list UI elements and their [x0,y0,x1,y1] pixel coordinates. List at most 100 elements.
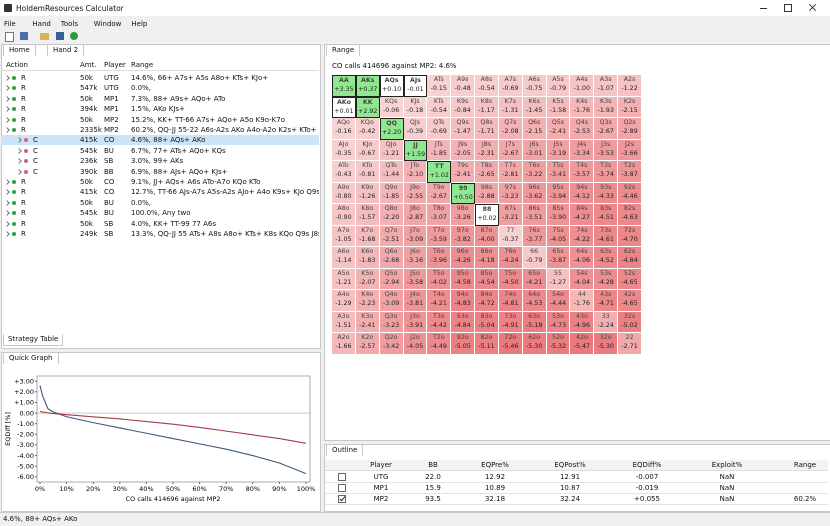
hand-cell[interactable]: KK +2.92 [355,96,380,119]
hand-cell[interactable]: T3s -3.74 [594,161,619,183]
hand-cell[interactable]: J4s -3.34 [570,139,595,162]
hand-cell[interactable]: Q4s -2.53 [570,118,595,140]
hand-cell[interactable]: K2o -2.57 [355,333,380,355]
hand-cell[interactable]: J2s -3.66 [618,139,642,162]
hand-cell[interactable]: KTs -0.54 [427,96,452,119]
hand-cell[interactable]: J5s -3.19 [546,139,571,162]
hand-cell[interactable]: 75o -4.50 [498,268,523,291]
hand-cell[interactable]: J6s -3.01 [522,139,547,162]
hand-cell[interactable]: 95s -3.94 [546,182,571,205]
expand-arrow[interactable] [16,168,22,175]
hand-cell[interactable]: 52s -4.65 [618,268,642,291]
window-controls[interactable] [760,2,820,13]
hand-cell[interactable]: 82s -4.63 [618,204,642,226]
hand-cell[interactable]: 74s -4.22 [570,225,595,248]
hand-cell[interactable]: A5s -0.79 [546,75,571,97]
expand-arrow[interactable] [4,127,10,133]
hand-cell[interactable]: 86s -3.51 [522,204,547,226]
hand-cell[interactable]: K4s -1.76 [570,96,595,119]
hand-cell[interactable]: 94s -4.12 [570,182,595,205]
hand-cell[interactable]: 43s -4.71 [594,290,619,312]
menu-item[interactable]: Window [93,20,122,28]
hand-cell[interactable]: 85o -4.54 [475,268,499,291]
hand-cell[interactable]: J8s -2.31 [475,139,499,162]
hand-cell[interactable]: 22 -2.71 [618,333,642,355]
hand-cell[interactable]: J6o -3.16 [403,247,428,269]
hand-cell[interactable]: A3o -1.51 [332,311,356,334]
hand-cell[interactable]: K7s -1.31 [498,96,523,119]
hand-row[interactable]: R 547k UTG 0.0%, [1,83,319,93]
hand-cell[interactable]: 54o -4.44 [546,290,571,312]
hand-cell[interactable]: K9o -1.26 [355,182,380,205]
checkbox[interactable] [338,484,346,492]
hand-cell[interactable]: Q3s -2.67 [594,118,619,140]
expand-arrow[interactable] [4,95,10,102]
hand-cell[interactable]: AJs -0.01 [403,75,428,97]
hand-cell[interactable]: K5o -2.07 [355,268,380,291]
hand-cell[interactable]: 64s -4.06 [570,247,595,269]
hand-cell[interactable]: 94o -4.83 [451,290,476,312]
hand-row[interactable]: R 394k MP1 1.5%, AKo KJs+ [1,104,319,114]
hand-cell[interactable]: ATo -0.43 [332,161,356,183]
hand-cell[interactable]: AA +3.35 [332,75,356,97]
hand-cell[interactable]: QJs -0.39 [403,118,428,140]
graph-tab[interactable]: Quick Graph [3,352,59,364]
hand-cell[interactable]: Q5s -2.41 [546,118,571,140]
hand-cell[interactable]: JTo -2.10 [403,161,428,183]
hand-row[interactable]: C 545k BU 6.7%, 77+ ATs+ AQo+ KQs [1,146,319,156]
hand-cell[interactable]: A6o -1.14 [332,247,356,269]
hand-cell[interactable]: 65s -3.87 [546,247,571,269]
hand-cell[interactable]: T5o -4.02 [427,268,452,291]
hand-cell[interactable]: 64o -4.53 [522,290,547,312]
hand-cell[interactable]: 52o -5.32 [546,333,571,355]
hand-cell[interactable]: TT +1.02 [427,161,452,183]
hand-cell[interactable]: 44 -1.76 [570,290,595,312]
hand-row[interactable]: R 50k CO 9.1%, JJ+ AQs+ A6s ATo-A7o KQo KTo [1,177,319,187]
hand-cell[interactable]: 82o -5.11 [475,333,499,355]
menu-item[interactable]: Tools [60,20,79,28]
hand-row[interactable]: R 50k SB 4.0%, KK+ TT-99 77 A6s [1,219,319,229]
hand-cell[interactable]: KJo -0.67 [355,139,380,162]
hand-cell[interactable]: A5o -1.21 [332,268,356,291]
hand-cell[interactable]: 54s -4.04 [570,268,595,291]
hand-cell[interactable]: 66 -0.79 [522,247,547,269]
outline-tab[interactable]: Outline [326,444,364,456]
hand-cell[interactable]: 92s -4.46 [618,182,642,205]
hand-cell[interactable]: 73s -4.61 [594,225,619,248]
hand-cell[interactable]: K8o -1.57 [355,204,380,226]
hand-cell[interactable]: J9o -2.55 [403,182,428,205]
hand-cell[interactable]: Q3o -3.23 [379,311,404,334]
expand-arrow[interactable] [4,199,10,206]
tab[interactable]: Home [3,44,36,56]
hand-row[interactable]: R 2335k MP2 60.2%, QQ-JJ 55-22 A6s-A2s AKo … [1,125,319,135]
expand-arrow[interactable] [4,179,10,185]
hand-cell[interactable]: Q7o -2.51 [379,225,404,248]
hand-cell[interactable]: T2o -4.49 [427,333,452,355]
hand-cell[interactable]: T7o -3.59 [427,225,452,248]
hand-cell[interactable]: AJo -0.35 [332,139,356,162]
hand-cell[interactable]: T6s -3.22 [522,161,547,183]
hand-cell[interactable]: Q9s -1.47 [451,118,476,140]
hand-cell[interactable]: 53s -4.28 [594,268,619,291]
run-icon[interactable] [70,32,78,40]
hand-cell[interactable]: T7s -2.81 [498,161,523,183]
hand-cell[interactable]: K3o -2.41 [355,311,380,334]
hand-cell[interactable]: Q8o -2.20 [379,204,404,226]
hand-cell[interactable]: A6s -0.75 [522,75,547,97]
hand-cell[interactable]: J5o -3.58 [403,268,428,291]
hand-cell[interactable]: J3o -3.91 [403,311,428,334]
hand-cell[interactable]: K7o -1.68 [355,225,380,248]
range-tab[interactable]: Range [326,44,361,56]
hand-cell[interactable]: 97o -3.82 [451,225,476,248]
hand-cell[interactable]: A4o -1.29 [332,290,356,312]
hand-cell[interactable]: J8o -2.87 [403,204,428,226]
hand-cell[interactable]: Q4o -3.09 [379,290,404,312]
hand-cell[interactable]: K8s -1.17 [475,96,499,119]
hand-cell[interactable]: QQ +2.20 [379,118,404,140]
hand-cell[interactable]: T4o -4.21 [427,290,452,312]
hand-cell[interactable]: 43o -4.96 [570,311,595,334]
hand-row[interactable]: C 390k BB 6.9%, 88+ AJs+ AQo+ KJs+ [1,167,319,177]
hand-cell[interactable]: A2s -1.22 [618,75,642,97]
hand-row[interactable]: R 249k SB 13.3%, QQ-JJ 55 ATs+ A8s A8o+ KTs… [1,229,319,239]
hand-cell[interactable]: Q9o -1.85 [379,182,404,205]
